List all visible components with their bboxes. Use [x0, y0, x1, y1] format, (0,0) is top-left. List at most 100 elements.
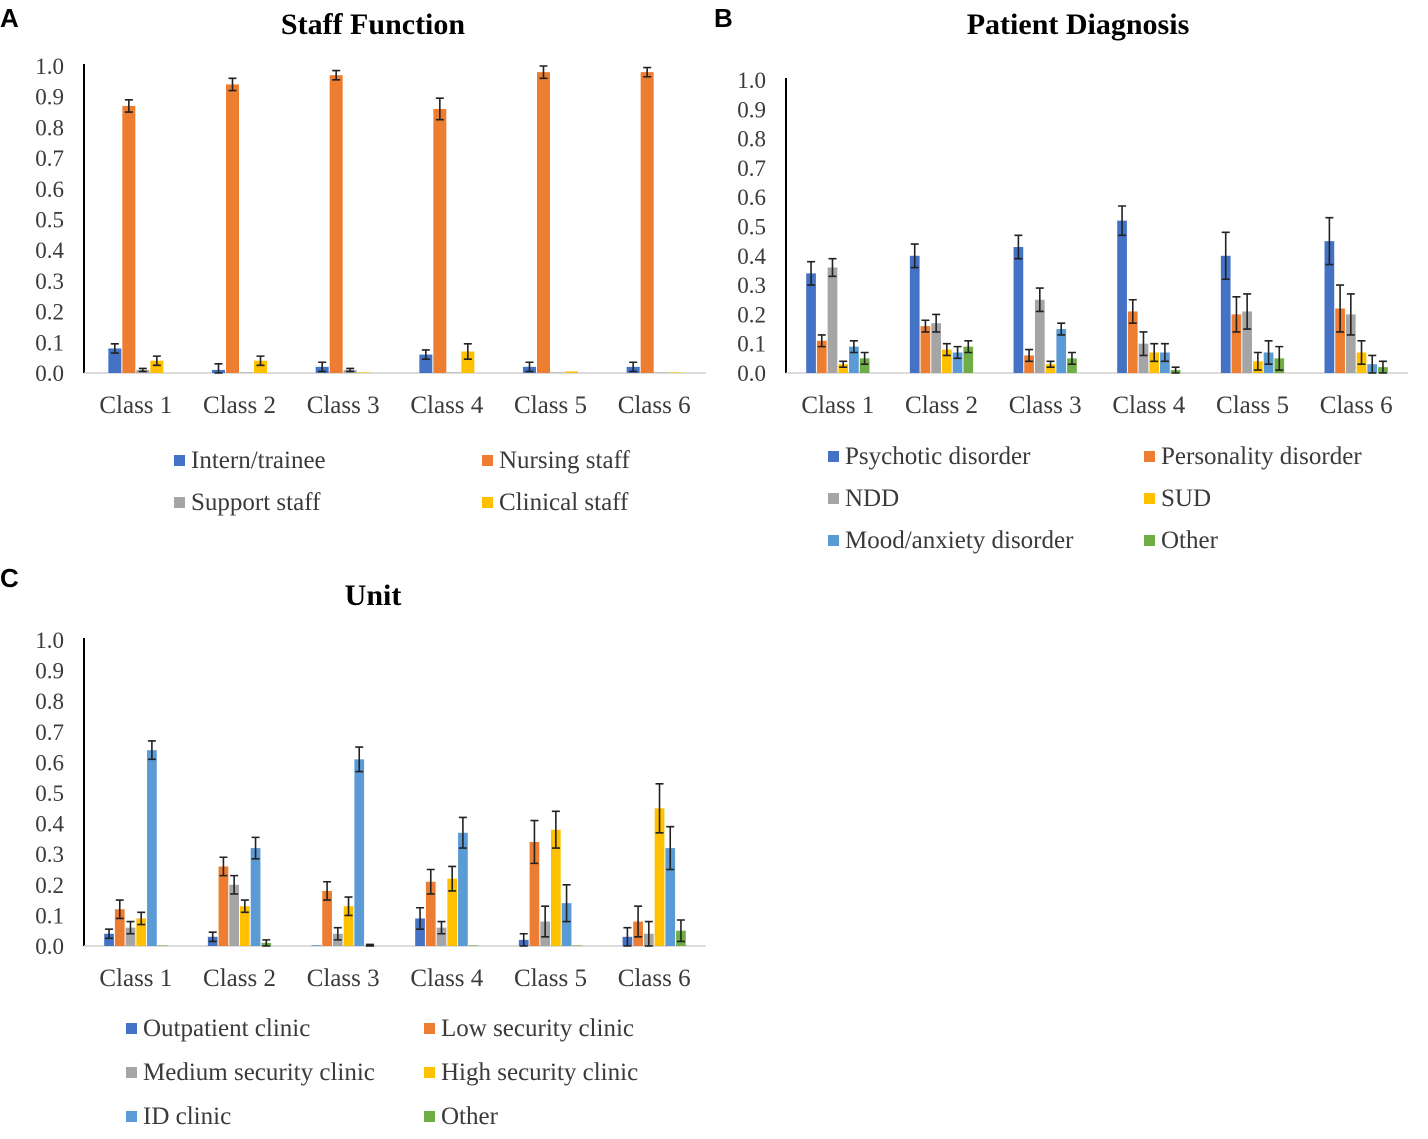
- error-bar: [1357, 339, 1366, 366]
- error-bar: [1067, 351, 1076, 366]
- error-bar: [1128, 298, 1137, 324]
- error-bar: [219, 856, 228, 877]
- legend-label: Psychotic disorder: [845, 443, 1031, 470]
- error-bar: [346, 367, 355, 373]
- error-bar: [541, 905, 550, 938]
- bar: [565, 371, 578, 373]
- panel-letter: C: [0, 563, 19, 593]
- legend-swatch: [1144, 493, 1155, 504]
- x-category-label: Class 1: [99, 392, 172, 419]
- bar: [859, 358, 870, 373]
- error-bar: [1378, 360, 1387, 374]
- bar: [1117, 220, 1127, 373]
- error-bar: [262, 939, 271, 947]
- bar: [229, 884, 239, 946]
- bar: [665, 848, 676, 946]
- bar: [963, 346, 974, 373]
- y-tick-label: 0.8: [737, 127, 766, 152]
- bar: [311, 945, 322, 946]
- x-category-label: Class 5: [514, 392, 587, 419]
- error-bar: [138, 367, 147, 373]
- error-bar: [849, 339, 858, 354]
- bar: [425, 881, 436, 946]
- y-tick-label: 0.9: [35, 85, 64, 110]
- y-tick-label: 0.1: [35, 330, 64, 355]
- error-bar: [448, 865, 457, 892]
- bar: [122, 105, 136, 373]
- bar: [157, 945, 168, 946]
- legend-label: Other: [1161, 527, 1219, 554]
- y-tick-label: 0.7: [35, 720, 64, 745]
- legend-swatch: [828, 535, 839, 546]
- y-tick-label: 0.8: [35, 689, 64, 714]
- error-bar: [435, 97, 444, 121]
- x-category-label: Class 3: [1009, 392, 1082, 419]
- error-bar: [525, 361, 534, 373]
- bar: [1067, 358, 1077, 373]
- y-tick-label: 0.4: [737, 244, 766, 269]
- error-bar: [333, 926, 342, 941]
- x-category-label: Class 4: [1112, 392, 1185, 419]
- y-tick-label: 0.7: [35, 146, 64, 171]
- x-category-label: Class 2: [203, 392, 276, 419]
- error-bar: [1150, 342, 1159, 363]
- chart-title: Patient Diagnosis: [967, 8, 1190, 41]
- bar: [931, 323, 941, 373]
- error-bar: [643, 66, 652, 78]
- bar: [1149, 352, 1160, 373]
- bar: [1013, 247, 1024, 373]
- y-tick-label: 0.3: [35, 269, 64, 294]
- bar: [458, 832, 468, 946]
- bar: [1056, 329, 1067, 373]
- error-bar: [1025, 348, 1034, 363]
- bar: [436, 927, 447, 946]
- bar: [827, 267, 838, 373]
- y-tick-label: 0.2: [35, 300, 64, 325]
- error-bar: [1325, 216, 1334, 266]
- y-tick-label: 0.6: [35, 750, 64, 775]
- legend-label: NDD: [845, 485, 899, 512]
- error-bar: [437, 920, 446, 935]
- error-bar: [228, 77, 237, 92]
- error-bar: [332, 69, 341, 81]
- legend-label: Mood/anxiety disorder: [845, 527, 1074, 554]
- y-tick-label: 0.5: [737, 215, 766, 240]
- x-category-label: Class 6: [618, 392, 691, 419]
- panel-unit: C Unit 0.0 0.1 0.2 0.3 0.4 0.5 0.6 0.7 0.8 0.9 1.0 Cl…: [0, 563, 706, 1130]
- error-bar: [942, 342, 951, 357]
- y-tick-label: 0.0: [35, 361, 64, 386]
- y-tick-label: 0.4: [35, 812, 64, 837]
- bar: [254, 360, 267, 373]
- bar: [806, 273, 816, 373]
- y-tick-label: 0.9: [35, 659, 64, 684]
- error-bar: [1232, 296, 1241, 333]
- legend-swatch: [828, 493, 839, 504]
- legend-swatch: [424, 1023, 435, 1034]
- bar: [240, 372, 253, 373]
- error-bar: [230, 874, 239, 895]
- bar: [654, 808, 665, 946]
- legend-swatch: [482, 455, 493, 466]
- error-bar: [152, 355, 161, 367]
- legend-label: Other: [441, 1103, 499, 1130]
- error-bar: [105, 928, 114, 940]
- error-bar: [110, 343, 119, 354]
- error-bar: [1253, 351, 1262, 371]
- error-bar: [355, 746, 364, 773]
- error-bar: [562, 884, 571, 923]
- error-bar: [551, 810, 560, 849]
- error-bar: [921, 319, 930, 333]
- bar: [240, 906, 250, 946]
- panel-letter: A: [0, 3, 19, 33]
- y-tick-label: 0.0: [35, 934, 64, 959]
- error-bar: [860, 351, 869, 366]
- y-tick-label: 0.4: [35, 238, 64, 263]
- panel-patient-diagnosis: B Patient Diagnosis 0.0 0.1 0.2 0.3 0.4 0.5 0.6 0…: [714, 3, 1408, 554]
- bar: [1160, 352, 1170, 373]
- bar: [114, 909, 125, 946]
- bar: [125, 927, 136, 946]
- error-bar: [519, 932, 528, 947]
- error-bar: [1346, 293, 1355, 336]
- x-category-label: Class 5: [1216, 392, 1289, 419]
